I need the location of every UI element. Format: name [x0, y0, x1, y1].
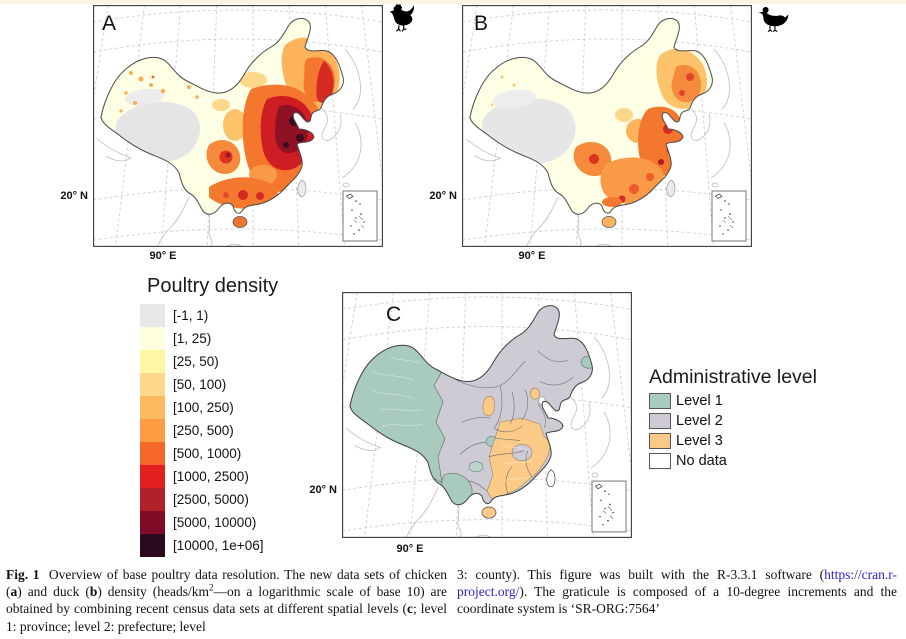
density-legend-swatch: [140, 396, 165, 419]
density-legend-label: [10000, 1e+06]: [173, 538, 264, 553]
admin-legend-item: Level 3: [649, 431, 727, 451]
density-legend-item: [2500, 5000): [140, 488, 263, 511]
south-china-sea-inset: [711, 190, 747, 242]
density-legend-label: [1, 25): [173, 331, 212, 346]
lon-label-panel-a: 90° E: [149, 250, 177, 262]
density-legend-label: [1000, 2500): [173, 469, 249, 484]
province-borders: [441, 350, 574, 495]
panel-label-b: B: [474, 12, 489, 35]
density-legend-swatch: [140, 350, 165, 373]
admin-legend-label: Level 2: [676, 413, 723, 429]
admin-legend-item: No data: [649, 451, 727, 471]
density-legend-item: [250, 500): [140, 419, 263, 442]
admin-legend-title: Administrative level: [649, 366, 817, 388]
density-legend-item: [100, 250): [140, 396, 263, 419]
density-legend-title: Poultry density: [147, 275, 279, 297]
admin-legend-swatch: [649, 393, 671, 409]
map-panel-duck-density: [462, 5, 752, 247]
density-legend-swatch: [140, 511, 165, 534]
lon-label-panel-c: 90° E: [396, 543, 424, 555]
density-legend-swatch: [140, 442, 165, 465]
lon-label-panel-b: 90° E: [518, 250, 546, 262]
density-legend-swatch: [140, 534, 165, 557]
density-legend-label: [-1, 1): [173, 308, 209, 323]
density-legend-label: [50, 100): [173, 377, 227, 392]
admin-legend-swatch: [649, 433, 671, 449]
page-top-strip: [0, 0, 906, 4]
admin-legend-item: Level 1: [649, 391, 727, 411]
admin-legend-label: Level 3: [676, 433, 723, 449]
map-panel-admin-level: [342, 292, 632, 538]
density-legend-swatch: [140, 465, 165, 488]
admin-legend-swatch: [649, 453, 671, 469]
density-legend-item: [1000, 2500): [140, 465, 263, 488]
duck-icon: [758, 6, 789, 32]
density-legend-item: [-1, 1): [140, 304, 263, 327]
density-legend-item: [500, 1000): [140, 442, 263, 465]
figure-caption-right: 3: county). This figure was built with t…: [457, 567, 897, 617]
density-legend-label: [5000, 10000): [173, 515, 257, 530]
density-legend-item: [25, 50): [140, 350, 263, 373]
panel-label-a: A: [102, 12, 117, 35]
south-china-sea-inset: [342, 190, 378, 242]
figure-caption-left: Fig. 1 Overview of base poultry data res…: [6, 567, 447, 634]
hainan-island: [232, 216, 248, 228]
density-legend-swatch: [140, 304, 165, 327]
density-legend-swatch: [140, 488, 165, 511]
density-legend-item: [1, 25): [140, 327, 263, 350]
lat-label-panel-c: 20° N: [309, 484, 337, 496]
hainan-island: [481, 506, 497, 519]
caption-link[interactable]: https://cran.r-project.org/: [457, 567, 897, 600]
admin-level-regions: [350, 340, 593, 507]
lat-label-panel-a: 20° N: [60, 190, 88, 202]
density-legend-label: [500, 1000): [173, 446, 242, 461]
density-legend-swatch: [140, 373, 165, 396]
admin-legend: Level 1 Level 2 Level 3 No data: [649, 391, 727, 471]
admin-legend-label: Level 1: [676, 393, 723, 409]
density-legend-label: [25, 50): [173, 354, 219, 369]
admin-legend-label: No data: [676, 453, 727, 469]
density-legend-label: [100, 250): [173, 400, 234, 415]
density-legend-swatch: [140, 327, 165, 350]
south-china-sea-inset: [591, 480, 627, 533]
chicken-icon: [390, 4, 415, 32]
county-borders-texture: [369, 356, 533, 482]
density-legend-item: [5000, 10000): [140, 511, 263, 534]
hainan-island: [601, 216, 617, 228]
density-legend-label: [250, 500): [173, 423, 234, 438]
lat-label-panel-b: 20° N: [429, 190, 457, 202]
density-legend-item: [50, 100): [140, 373, 263, 396]
density-legend-item: [10000, 1e+06]: [140, 534, 263, 557]
panel-label-c: C: [386, 303, 402, 326]
density-legend: [-1, 1) [1, 25) [25, 50) [50, 100) [100,…: [140, 304, 263, 557]
map-panel-chicken-density: [93, 5, 383, 247]
density-legend-label: [2500, 5000): [173, 492, 249, 507]
admin-legend-swatch: [649, 413, 671, 429]
density-legend-swatch: [140, 419, 165, 442]
admin-legend-item: Level 2: [649, 411, 727, 431]
